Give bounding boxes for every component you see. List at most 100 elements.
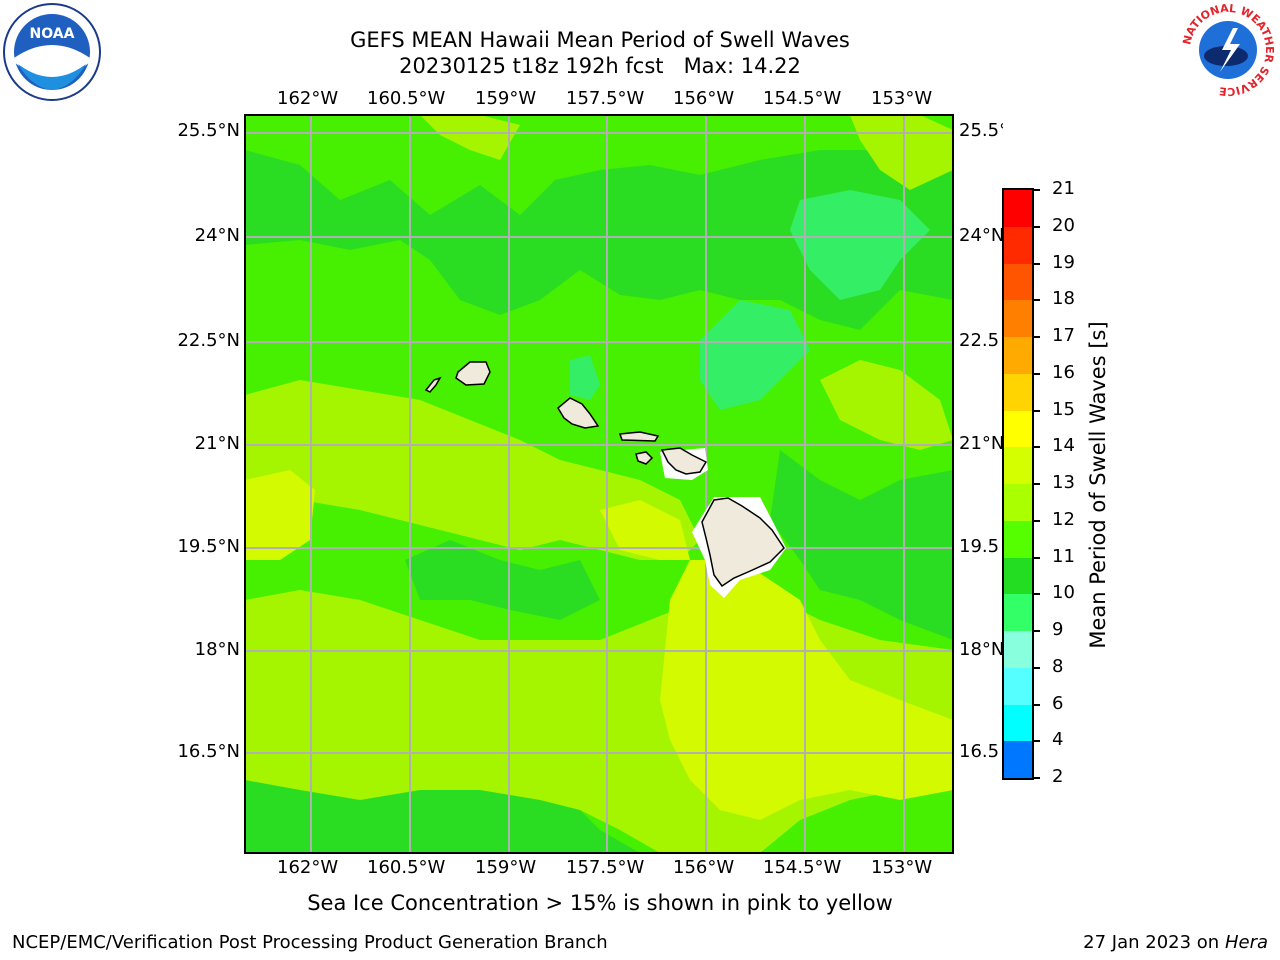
colorbar-tick-mark bbox=[1034, 372, 1040, 375]
colorbar-tick-label: 13 bbox=[1052, 472, 1075, 493]
colorbar-tick-label: 17 bbox=[1052, 325, 1075, 346]
lon-label: 154.5°W bbox=[763, 88, 842, 109]
colorbar-tick-label: 10 bbox=[1052, 582, 1075, 604]
colorbar-band bbox=[1004, 631, 1032, 668]
contour-13-14-west bbox=[245, 380, 700, 560]
lat-label: 22.5 bbox=[959, 330, 1000, 351]
lat-label: 18°N bbox=[959, 639, 1003, 660]
colorbar-band bbox=[1004, 667, 1032, 705]
colorbar-tick-label: 11 bbox=[1052, 545, 1075, 567]
lat-label: 16.5°N bbox=[177, 741, 240, 762]
max-value: Max: 14.22 bbox=[683, 54, 801, 78]
footer-date: 27 Jan 2023 on bbox=[1083, 932, 1220, 953]
lat-label: 22.5°N bbox=[177, 330, 240, 351]
contour-13-14-east bbox=[820, 360, 953, 450]
colorbar-tick-label: 4 bbox=[1052, 729, 1064, 751]
noaa-logo-text: NOAA bbox=[30, 26, 75, 42]
island-oahu bbox=[557, 397, 600, 429]
lat-label: 24°N bbox=[959, 225, 1003, 246]
map-frame bbox=[244, 114, 954, 854]
lat-label: 19.5°N bbox=[177, 536, 240, 557]
footer-right: 27 Jan 2023 on Hera bbox=[1083, 932, 1268, 953]
noaa-logo-icon: NOAA bbox=[2, 2, 102, 102]
title-line: GEFS MEAN Hawaii Mean Period of Swell Wa… bbox=[350, 28, 850, 52]
colorbar-tick-mark bbox=[1034, 593, 1040, 596]
colorbar-tick-mark bbox=[1034, 666, 1040, 669]
colorbar-band bbox=[1004, 190, 1032, 227]
caption: Sea Ice Concentration > 15% is shown in … bbox=[0, 891, 1280, 915]
contour-11-12-west bbox=[405, 540, 600, 620]
lon-label: 160.5°W bbox=[367, 88, 446, 109]
colorbar-tick-mark bbox=[1034, 189, 1040, 191]
lon-label: 153°W bbox=[871, 88, 933, 109]
colorbar-tick-label: 20 bbox=[1052, 214, 1075, 236]
colorbar-tick-label: 9 bbox=[1052, 619, 1064, 640]
lon-label: 160.5°W bbox=[367, 857, 446, 878]
colorbar-band bbox=[1004, 263, 1032, 301]
colorbar-band bbox=[1004, 741, 1032, 778]
colorbar-tick-mark bbox=[1034, 556, 1040, 559]
colorbar-tick-mark bbox=[1034, 336, 1040, 338]
colorbar-band bbox=[1004, 447, 1032, 484]
colorbar-band bbox=[1004, 373, 1032, 411]
colorbar-band bbox=[1004, 484, 1032, 521]
colorbar bbox=[1002, 188, 1034, 780]
colorbar-tick-label: 18 bbox=[1052, 288, 1075, 310]
contour-11-12-east bbox=[770, 450, 953, 640]
contour-14-15-west bbox=[245, 470, 315, 560]
lon-label: 157.5°W bbox=[566, 857, 645, 878]
lat-label: 25.5°N bbox=[177, 120, 240, 141]
colorbar-band bbox=[1004, 520, 1032, 558]
colorbar-tick-mark bbox=[1034, 446, 1040, 449]
colorbar-tick-label: 12 bbox=[1052, 508, 1075, 530]
lon-label: 153°W bbox=[871, 857, 933, 878]
island-niihau bbox=[424, 376, 442, 393]
colorbar-tick-label: 2 bbox=[1052, 766, 1064, 787]
lon-label: 159°W bbox=[475, 857, 537, 878]
contour-10-11-center bbox=[570, 355, 600, 400]
contour-10-11-ne bbox=[790, 190, 930, 300]
lon-labels-top: 162°W 160.5°W 159°W 157.5°W 156°W 154.5°… bbox=[245, 88, 953, 112]
colorbar-tick-mark bbox=[1034, 299, 1040, 302]
run-info: 20230125 t18z 192h fcst bbox=[399, 54, 664, 78]
colorbar-tick-label: 6 bbox=[1052, 692, 1064, 714]
contour-13-14-north-a bbox=[420, 115, 520, 160]
lat-label: 19.5 bbox=[959, 536, 1000, 557]
island-molokai bbox=[618, 431, 660, 442]
contour-11-12-north bbox=[245, 150, 953, 330]
lat-labels-left: 25.5°N 24°N 22.5°N 21°N 19.5°N 18°N 16.5… bbox=[160, 120, 240, 770]
lat-label: 24°N bbox=[194, 225, 240, 246]
colorbar-tick-label: 15 bbox=[1052, 398, 1075, 420]
contour-10-11-mid bbox=[700, 300, 810, 410]
colorbar-tick-mark bbox=[1034, 409, 1040, 412]
colorbar-band bbox=[1004, 337, 1032, 374]
colorbar-tick-mark bbox=[1034, 777, 1040, 779]
colorbar-tick-mark bbox=[1034, 703, 1040, 706]
contour-14-15-south bbox=[660, 560, 953, 820]
colorbar-tick-mark bbox=[1034, 225, 1040, 228]
colorbar-ticks: 21 20 19 18 17 16 15 14 13 12 11 10 9 8 6 4 2 bbox=[1034, 178, 1100, 798]
colorbar-label-text: Mean Period of Swell Waves [s] bbox=[1086, 321, 1110, 649]
colorbar-band bbox=[1004, 594, 1032, 631]
island-hawaii bbox=[701, 497, 785, 588]
islands bbox=[424, 361, 786, 598]
colorbar-tick-mark bbox=[1034, 630, 1040, 632]
colorbar-tick-mark bbox=[1034, 740, 1040, 743]
contour-14-15-center bbox=[600, 500, 690, 560]
map-panel bbox=[244, 114, 954, 854]
lon-label: 157.5°W bbox=[566, 88, 645, 109]
lon-label: 156°W bbox=[673, 857, 735, 878]
island-kauai bbox=[455, 361, 491, 386]
lat-label: 21°N bbox=[959, 433, 1003, 454]
colorbar-tick-label: 16 bbox=[1052, 361, 1075, 383]
colorbar-band bbox=[1004, 704, 1032, 742]
colorbar-band bbox=[1004, 410, 1032, 448]
island-lanai bbox=[635, 451, 654, 465]
lon-label: 154.5°W bbox=[763, 857, 842, 878]
lat-label: 18°N bbox=[194, 639, 240, 660]
colorbar-band bbox=[1004, 300, 1032, 337]
lon-label: 162°W bbox=[277, 88, 339, 109]
colorbar-tick-mark bbox=[1034, 262, 1040, 265]
footer-left: NCEP/EMC/Verification Post Processing Pr… bbox=[12, 932, 608, 953]
lon-labels-bottom: 162°W 160.5°W 159°W 157.5°W 156°W 154.5°… bbox=[245, 857, 953, 881]
